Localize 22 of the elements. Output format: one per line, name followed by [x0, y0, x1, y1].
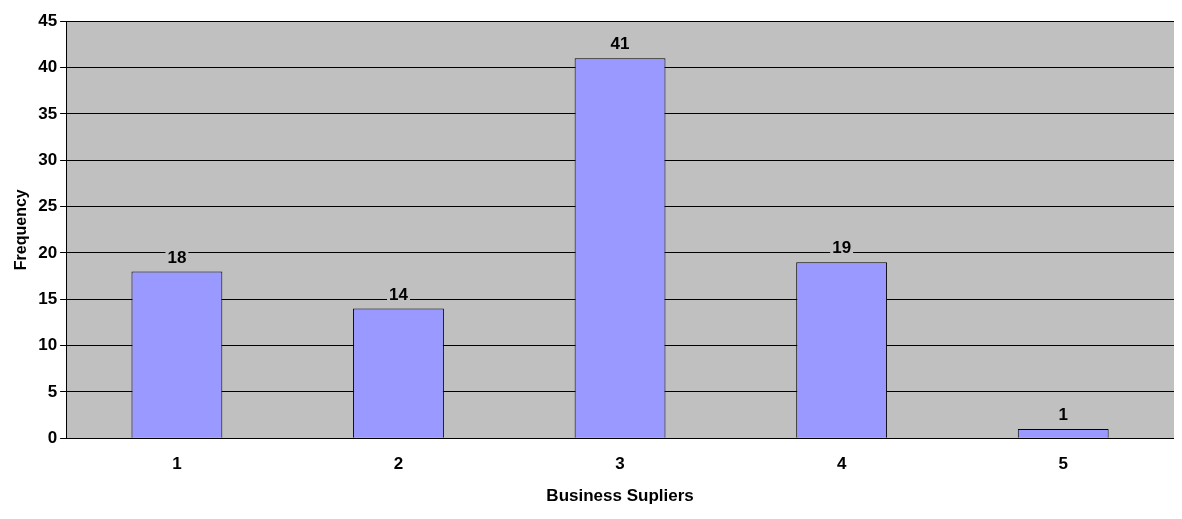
y-tick-label: 20	[38, 242, 58, 262]
y-axis-title: Frequency	[12, 189, 30, 271]
y-tick-label: 35	[38, 103, 58, 123]
data-label: 19	[832, 238, 852, 258]
y-tick-label: 40	[38, 57, 58, 77]
x-tick-label: 5	[1058, 454, 1068, 474]
x-tick-label: 2	[393, 454, 404, 474]
x-tick-label: 4	[836, 454, 847, 474]
data-label: 14	[389, 284, 409, 304]
x-tick-label: 1	[172, 454, 182, 474]
y-tick-label: 10	[38, 335, 58, 355]
y-tick-label: 30	[38, 149, 58, 169]
data-label: 41	[610, 34, 630, 54]
y-tick-label: 0	[47, 427, 58, 447]
y-tick-label: 25	[38, 196, 58, 216]
y-tick-label: 5	[47, 381, 58, 401]
data-label: 1	[1058, 405, 1068, 425]
y-tick-label: 15	[38, 288, 58, 308]
x-axis-title: Business Supliers	[546, 486, 694, 506]
x-tick-label: 3	[615, 454, 625, 474]
y-tick-label: 45	[38, 10, 58, 30]
data-label: 18	[167, 247, 187, 267]
